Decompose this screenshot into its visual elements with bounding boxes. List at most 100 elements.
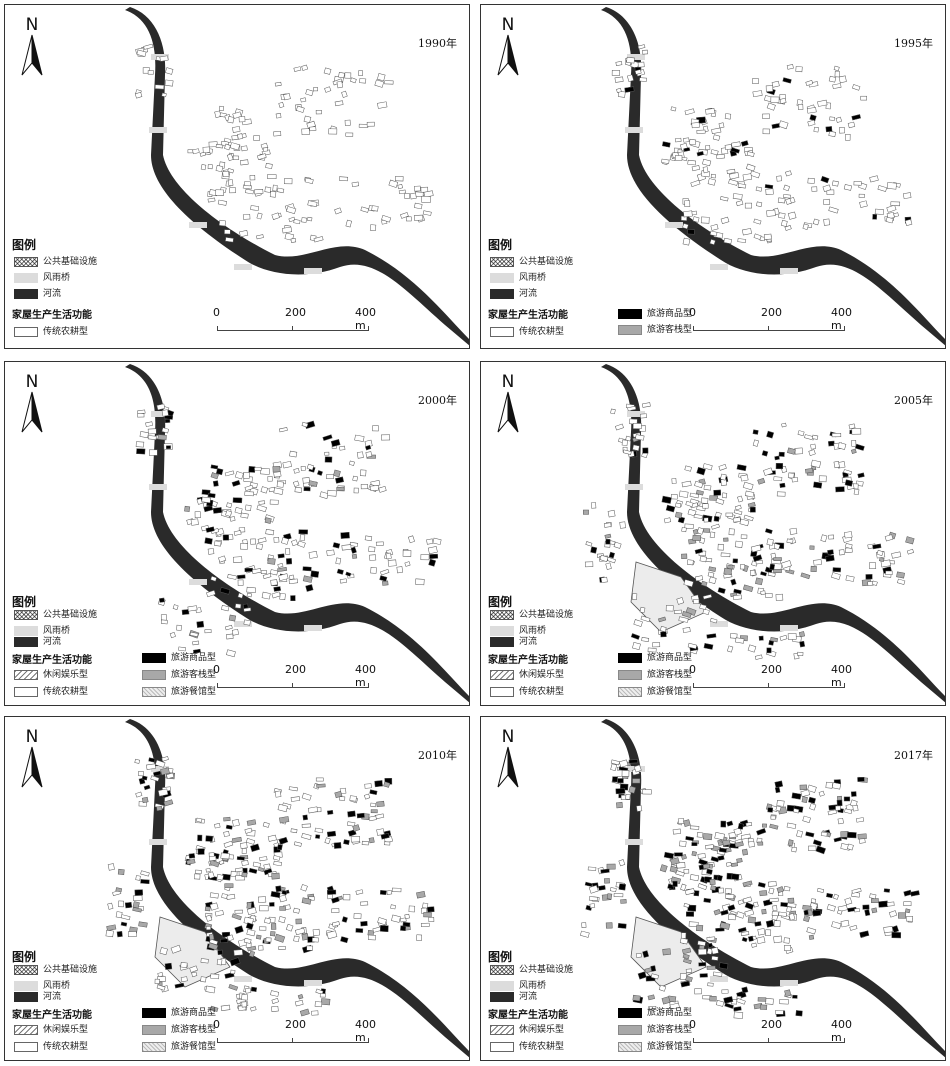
building-mark (759, 1004, 768, 1010)
building-mark (828, 440, 835, 447)
legend-bridge: 风雨桥 (14, 980, 70, 992)
building-mark (246, 902, 252, 909)
building-mark (333, 842, 342, 849)
building-mark (707, 571, 715, 578)
building-mark (826, 892, 834, 899)
building-mark (627, 406, 637, 412)
building-mark (295, 918, 302, 925)
building-mark (314, 827, 324, 834)
building-mark (271, 872, 280, 880)
building-mark (856, 817, 865, 823)
legend-bridge: 风雨桥 (490, 625, 546, 637)
building-mark (886, 182, 897, 190)
legend-restaurant: 旅游餐馆型 (142, 1041, 216, 1053)
building-mark (684, 465, 692, 472)
building-mark (839, 127, 845, 134)
building-mark (148, 757, 156, 763)
building-mark (599, 554, 609, 562)
building-mark (685, 836, 695, 842)
legend-shop: 旅游商品型 (142, 1007, 216, 1019)
building-mark (241, 860, 249, 866)
building-mark (363, 793, 371, 800)
building-mark (212, 507, 223, 514)
bridge-mark (627, 54, 645, 60)
building-mark (637, 971, 647, 980)
building-mark (700, 580, 708, 587)
building-mark (207, 492, 216, 499)
building-mark (766, 430, 775, 439)
building-mark (844, 897, 853, 906)
building-mark (234, 909, 243, 914)
building-mark (630, 633, 640, 640)
building-mark (339, 445, 346, 451)
building-mark (163, 799, 174, 807)
building-mark (812, 909, 821, 917)
legend-title: 图例 (12, 950, 37, 964)
building-mark (219, 586, 231, 595)
building-mark (364, 444, 372, 451)
building-mark (327, 894, 334, 900)
building-mark (695, 489, 704, 496)
building-mark (711, 523, 720, 530)
building-mark (838, 75, 847, 84)
legend-traditional: 传统农耕型 (490, 686, 564, 698)
building-mark (865, 574, 873, 580)
building-mark (147, 428, 157, 435)
building-mark (242, 603, 249, 609)
building-mark (584, 881, 593, 887)
building-mark (226, 153, 234, 162)
legend-inn: 旅游客栈型 (618, 1024, 692, 1036)
building-mark (331, 921, 340, 927)
building-mark (415, 578, 425, 586)
building-mark (607, 509, 616, 518)
building-mark (752, 90, 763, 98)
building-mark (736, 911, 745, 919)
building-mark (209, 892, 219, 899)
building-mark (723, 567, 733, 576)
building-mark (137, 413, 145, 418)
building-mark (270, 579, 278, 586)
building-mark (707, 982, 714, 987)
building-mark (226, 633, 234, 640)
building-mark (642, 49, 648, 55)
building-mark (115, 887, 123, 893)
building-mark (229, 187, 236, 194)
building-mark (773, 920, 781, 927)
building-mark (135, 441, 145, 448)
building-mark (869, 175, 879, 183)
building-mark (427, 546, 438, 555)
building-mark (224, 470, 235, 477)
building-mark (254, 189, 264, 195)
building-mark (227, 574, 237, 580)
building-mark (691, 122, 700, 129)
building-mark (787, 897, 795, 904)
building-mark (353, 487, 359, 494)
building-mark (214, 540, 222, 547)
building-mark (860, 95, 867, 101)
building-mark (189, 965, 198, 973)
building-mark (153, 770, 162, 777)
map-panel-2000: N 2000年 图例 公共基础设施 风雨桥 河流 家屋生产生活功能 休闲娱乐型 … (4, 361, 470, 706)
building-mark (771, 80, 780, 88)
building-mark (723, 537, 729, 542)
building-mark (308, 480, 318, 487)
building-mark (696, 527, 705, 535)
building-mark (884, 534, 894, 542)
building-mark (590, 502, 597, 509)
building-mark (147, 435, 157, 440)
building-mark (272, 855, 281, 861)
building-mark (324, 837, 331, 845)
building-mark (609, 887, 617, 893)
building-mark (905, 536, 915, 545)
map-panel-2017: N 2017年 图例 公共基础设施 风雨桥 河流 家屋生产生活功能 休闲娱乐型 … (480, 716, 946, 1061)
building-mark (702, 863, 710, 869)
building-mark (683, 902, 690, 908)
building-mark (319, 993, 326, 998)
building-mark (805, 831, 815, 838)
map-panel-2010: N 2010年 图例 公共基础设施 风雨桥 河流 家屋生产生活功能 休闲娱乐型 … (4, 716, 470, 1061)
building-mark (377, 73, 386, 82)
building-mark (756, 201, 763, 208)
building-mark (684, 523, 694, 529)
building-mark (784, 225, 792, 231)
building-mark (218, 555, 227, 563)
